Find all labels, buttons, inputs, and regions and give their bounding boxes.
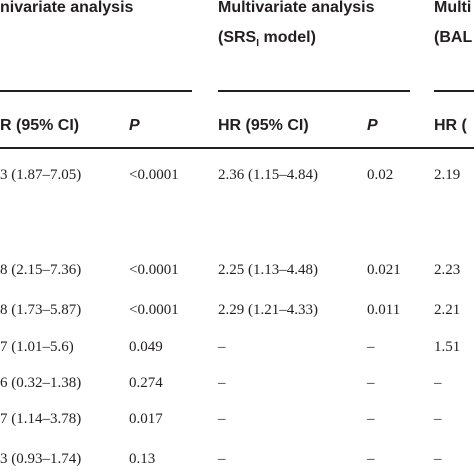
bal-header-rule (434, 90, 474, 92)
row-4-univariate-p: 0.049 (129, 339, 163, 355)
srs-multivariate-header: Multivariate analysis (218, 0, 375, 16)
row-7-srs-p: – (367, 451, 375, 467)
row-7-univariate-p: 0.13 (129, 451, 156, 467)
univariate-header: nivariate analysis (0, 0, 134, 16)
row-1-univariate-p: <0.0001 (129, 167, 179, 183)
row-7-bal-hr: – (434, 451, 442, 467)
row-6-srs-p: – (367, 411, 375, 427)
row-5-srs-p: – (367, 375, 375, 391)
srs-model-subscript: I (256, 38, 260, 50)
row-2-univariate-p: <0.0001 (129, 262, 179, 278)
column-header-rule (0, 147, 474, 149)
row-1-srs-p: 0.02 (367, 167, 394, 183)
row-4-bal-hr: 1.51 (434, 339, 461, 355)
row-3-univariate-hr: 8 (1.73–5.87) (0, 302, 82, 318)
row-5-univariate-hr: 6 (0.32–1.38) (0, 375, 82, 391)
univariate-header-rule (0, 90, 192, 92)
row-3-srs-hr: 2.29 (1.21–4.33) (218, 302, 318, 318)
row-6-univariate-hr: 7 (1.14–3.78) (0, 411, 82, 427)
bal-model-label: (BAL (434, 29, 473, 46)
row-6-univariate-p: 0.017 (129, 411, 163, 427)
row-4-srs-p: – (367, 339, 375, 355)
row-3-bal-hr: 2.21 (434, 302, 461, 318)
row-4-srs-hr: – (218, 339, 226, 355)
univariate-hr-column-header: R (95% CI) (0, 117, 80, 134)
row-4-univariate-hr: 7 (1.01–5.6) (0, 339, 74, 355)
row-6-srs-hr: – (218, 411, 226, 427)
srs-header-rule (218, 90, 410, 92)
row-2-srs-hr: 2.25 (1.13–4.48) (218, 262, 318, 278)
univariate-p-column-header: P (129, 117, 140, 134)
row-5-srs-hr: – (218, 375, 226, 391)
row-2-univariate-hr: 8 (2.15–7.36) (0, 262, 82, 278)
row-1-bal-hr: 2.19 (434, 167, 461, 183)
bal-hr-column-header: HR ( (434, 117, 467, 134)
row-5-univariate-p: 0.274 (129, 375, 163, 391)
row-7-srs-hr: – (218, 451, 226, 467)
bal-multivariate-header: Multi (434, 0, 472, 16)
row-1-srs-hr: 2.36 (1.15–4.84) (218, 167, 318, 183)
row-7-univariate-hr: 3 (0.93–1.74) (0, 451, 82, 467)
srs-hr-column-header: HR (95% CI) (218, 117, 309, 134)
srs-p-column-header: P (367, 117, 378, 134)
row-2-bal-hr: 2.23 (434, 262, 461, 278)
row-3-univariate-p: <0.0001 (129, 302, 179, 318)
row-6-bal-hr: – (434, 411, 442, 427)
srs-model-prefix: (SRS (218, 29, 257, 46)
row-3-srs-p: 0.011 (367, 302, 401, 318)
srs-model-suffix: model) (259, 29, 316, 46)
row-5-bal-hr: – (434, 375, 442, 391)
row-2-srs-p: 0.021 (367, 262, 401, 278)
row-1-univariate-hr: 3 (1.87–7.05) (0, 167, 82, 183)
srs-model-label: (SRSI model) (218, 30, 316, 49)
